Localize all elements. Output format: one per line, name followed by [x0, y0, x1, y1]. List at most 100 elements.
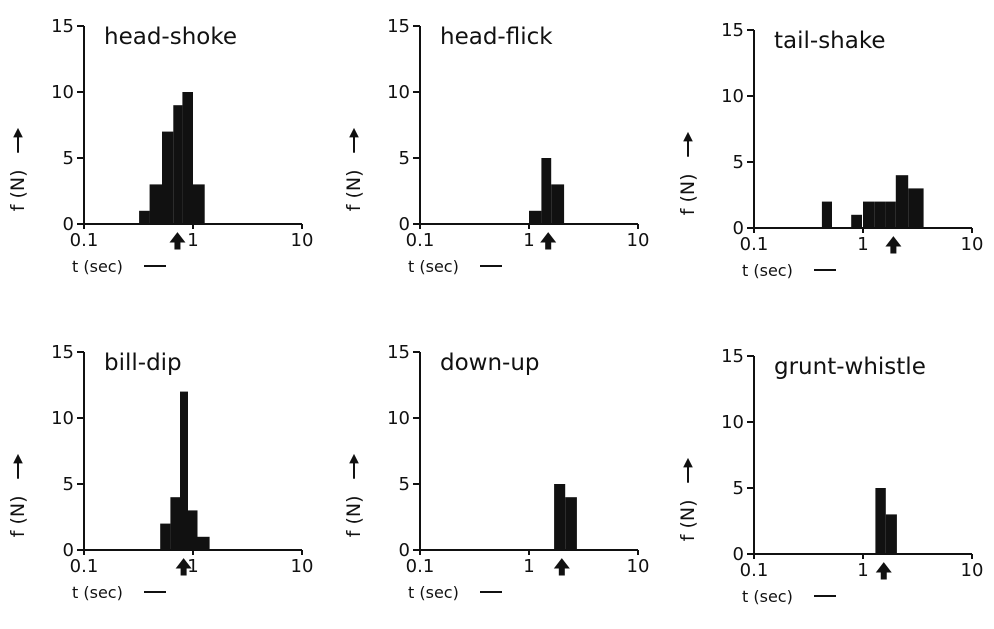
- histogram-bar: [529, 210, 542, 224]
- y-axis-arrowhead: [13, 127, 23, 138]
- x-axis-label: t (sec): [408, 257, 459, 276]
- x-tick-label: 1: [187, 230, 198, 251]
- mean-marker-arrow: [553, 558, 570, 576]
- x-tick-label: 1: [857, 560, 868, 581]
- histogram-bar: [193, 184, 205, 224]
- y-tick-label: 10: [387, 82, 410, 103]
- histogram-bar: [160, 523, 171, 550]
- panel-title: head-shoke: [104, 24, 237, 50]
- panel-title: grunt-whistle: [774, 354, 926, 380]
- histogram-bar: [188, 510, 198, 550]
- y-axis-label: f (N): [677, 499, 699, 541]
- y-tick-label: 10: [51, 82, 74, 103]
- histogram-bar: [170, 497, 180, 550]
- y-tick-label: 0: [63, 540, 74, 561]
- y-tick-label: 10: [387, 408, 410, 429]
- histogram-panel: 0 5 10 15 0.1 1 10 grunt-whistle t (sec) f (N): [677, 346, 983, 606]
- histogram-bar: [162, 131, 174, 224]
- x-tick-label: 0.1: [740, 560, 769, 581]
- mean-marker-arrow: [875, 562, 892, 580]
- y-tick-label: 0: [733, 218, 744, 239]
- histogram-bar: [885, 201, 896, 228]
- panel-title: down-up: [440, 350, 540, 376]
- y-axis-label: f (N): [677, 173, 699, 215]
- panel-title: tail-shake: [774, 28, 886, 54]
- y-tick-label: 0: [399, 540, 410, 561]
- histogram-bar: [874, 201, 886, 228]
- histogram-bar: [180, 391, 188, 550]
- x-axis-label: t (sec): [742, 587, 793, 606]
- mean-marker-arrow: [169, 232, 186, 250]
- panel-title: bill-dip: [104, 350, 182, 376]
- x-tick-label: 0.1: [406, 556, 435, 577]
- y-axis-arrowhead: [349, 453, 359, 464]
- histogram-panel: 0 5 10 15 0.1 1 10 down-up t (sec) f (N): [343, 342, 649, 602]
- y-tick-label: 5: [733, 152, 744, 173]
- y-tick-label: 10: [721, 86, 744, 107]
- y-tick-label: 5: [733, 478, 744, 499]
- y-axis-arrowhead: [683, 457, 693, 468]
- y-axis-label: f (N): [7, 495, 29, 537]
- y-axis-arrowhead: [349, 127, 359, 138]
- histogram-bar: [908, 188, 924, 228]
- x-tick-label: 1: [523, 230, 534, 251]
- y-tick-label: 15: [721, 20, 744, 41]
- y-axis-label: f (N): [343, 169, 365, 211]
- y-axis-label: f (N): [7, 169, 29, 211]
- x-tick-label: 0.1: [70, 230, 99, 251]
- y-axis-arrowhead: [683, 131, 693, 142]
- x-tick-label: 10: [961, 234, 984, 255]
- x-tick-label: 10: [961, 560, 984, 581]
- histogram-bar: [149, 184, 162, 224]
- histogram-panel: 0 5 10 15 0.1 1 10 bill-dip t (sec) f (N): [7, 342, 313, 602]
- y-tick-label: 10: [51, 408, 74, 429]
- mean-marker-arrow: [175, 558, 192, 576]
- x-tick-label: 1: [857, 234, 868, 255]
- y-tick-label: 0: [399, 214, 410, 235]
- y-tick-label: 15: [51, 16, 74, 37]
- x-tick-label: 0.1: [406, 230, 435, 251]
- x-tick-label: 0.1: [740, 234, 769, 255]
- x-tick-label: 0.1: [70, 556, 99, 577]
- x-axis-label: t (sec): [72, 257, 123, 276]
- y-tick-label: 0: [733, 544, 744, 565]
- y-axis-arrowhead: [13, 453, 23, 464]
- histogram-bar: [863, 201, 875, 228]
- histogram-bar: [554, 484, 566, 550]
- x-axis-label: t (sec): [742, 261, 793, 280]
- histogram-bar: [885, 514, 897, 554]
- mean-marker-arrow: [540, 232, 557, 250]
- x-axis-label: t (sec): [72, 583, 123, 602]
- y-tick-label: 5: [399, 148, 410, 169]
- y-axis-label: f (N): [343, 495, 365, 537]
- histogram-bar: [541, 158, 552, 224]
- y-tick-label: 5: [63, 474, 74, 495]
- mean-marker-arrow: [885, 236, 902, 254]
- histogram-bar: [173, 105, 183, 224]
- panel-title: head-flick: [440, 24, 553, 50]
- y-tick-label: 15: [387, 342, 410, 363]
- histogram-panel: 0 5 10 15 0.1 1 10 head-shoke t (sec) f (N): [7, 16, 313, 276]
- x-tick-label: 10: [627, 230, 650, 251]
- x-tick-label: 10: [627, 556, 650, 577]
- histogram-panel: 0 5 10 15 0.1 1 10 head-flick t (sec) f (N): [343, 16, 649, 276]
- y-tick-label: 5: [63, 148, 74, 169]
- x-tick-label: 10: [291, 556, 314, 577]
- histogram-bar: [197, 536, 210, 550]
- histogram-bar: [851, 214, 862, 228]
- histogram-panel: 0 5 10 15 0.1 1 10 tail-shake t (sec) f (N): [677, 20, 983, 280]
- y-tick-label: 15: [721, 346, 744, 367]
- histogram-bar: [875, 488, 886, 554]
- x-tick-label: 1: [523, 556, 534, 577]
- histogram-bar: [551, 184, 565, 224]
- x-tick-label: 1: [187, 556, 198, 577]
- x-tick-label: 10: [291, 230, 314, 251]
- x-axis-label: t (sec): [408, 583, 459, 602]
- y-tick-label: 15: [51, 342, 74, 363]
- y-tick-label: 5: [399, 474, 410, 495]
- y-tick-label: 15: [387, 16, 410, 37]
- y-tick-label: 0: [63, 214, 74, 235]
- histogram-bar: [895, 175, 909, 228]
- y-tick-label: 10: [721, 412, 744, 433]
